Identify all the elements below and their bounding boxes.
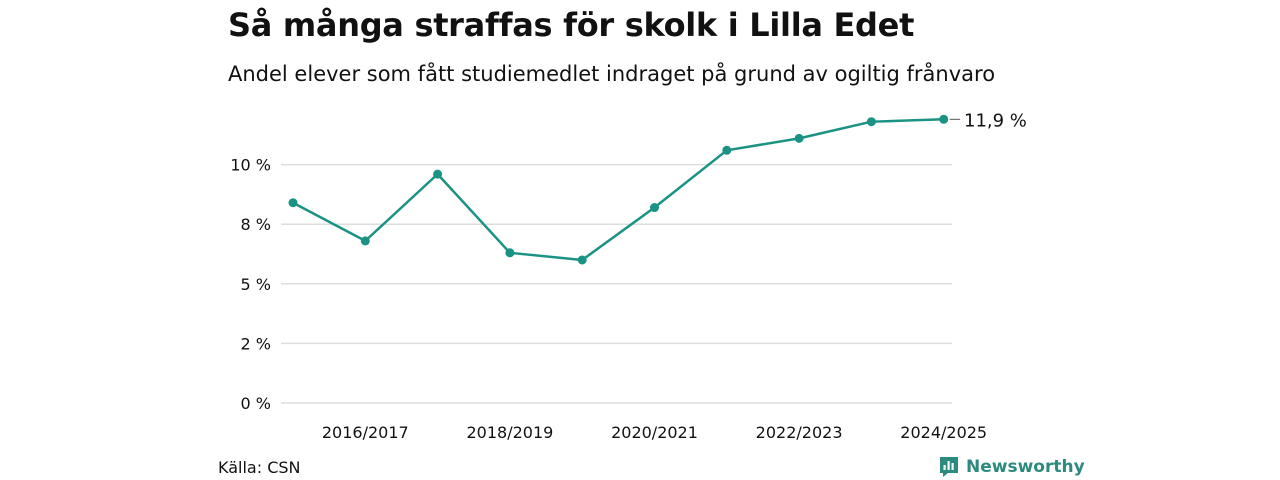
y-axis: 0 % 2 % 5 % 8 % 10 % [230,156,271,413]
y-tick-label: 2 % [241,334,271,353]
data-point [866,117,876,127]
newsworthy-logo-icon [940,457,958,477]
x-tick-label: 2022/2023 [756,423,843,442]
data-point [722,145,732,155]
brand-name: Newsworthy [966,457,1085,477]
brand-logo: Newsworthy [938,455,1085,479]
chart-subtitle: Andel elever som fått studiemedlet indra… [228,62,996,86]
gridlines [281,163,952,404]
x-tick-label: 2018/2019 [466,423,553,442]
data-point [360,236,370,246]
series [288,114,949,265]
x-tick-label: 2024/2025 [900,423,987,442]
x-tick-label: 2020/2021 [611,423,698,442]
x-axis: 2016/2017 2018/2019 2020/2021 2022/2023 2024… [322,423,987,442]
data-point [288,198,298,208]
data-point [650,203,659,213]
data-point [577,255,587,265]
end-value-label: 11,9 % [964,110,1027,131]
series-line [292,118,944,262]
x-tick-label: 2016/2017 [322,423,409,442]
source-note: Källa: CSN [218,458,301,477]
data-point [939,114,949,124]
y-tick-label: 8 % [241,215,271,234]
y-tick-label: 0 % [241,394,271,413]
y-tick-label: 5 % [241,275,271,294]
end-label-group: 11,9 % [949,110,1027,131]
data-point [794,133,804,143]
data-point [433,169,443,179]
chart-title: Så många straffas för skolk i Lilla Edet [228,6,915,44]
y-tick-label: 10 % [230,156,271,175]
data-point [505,248,515,258]
